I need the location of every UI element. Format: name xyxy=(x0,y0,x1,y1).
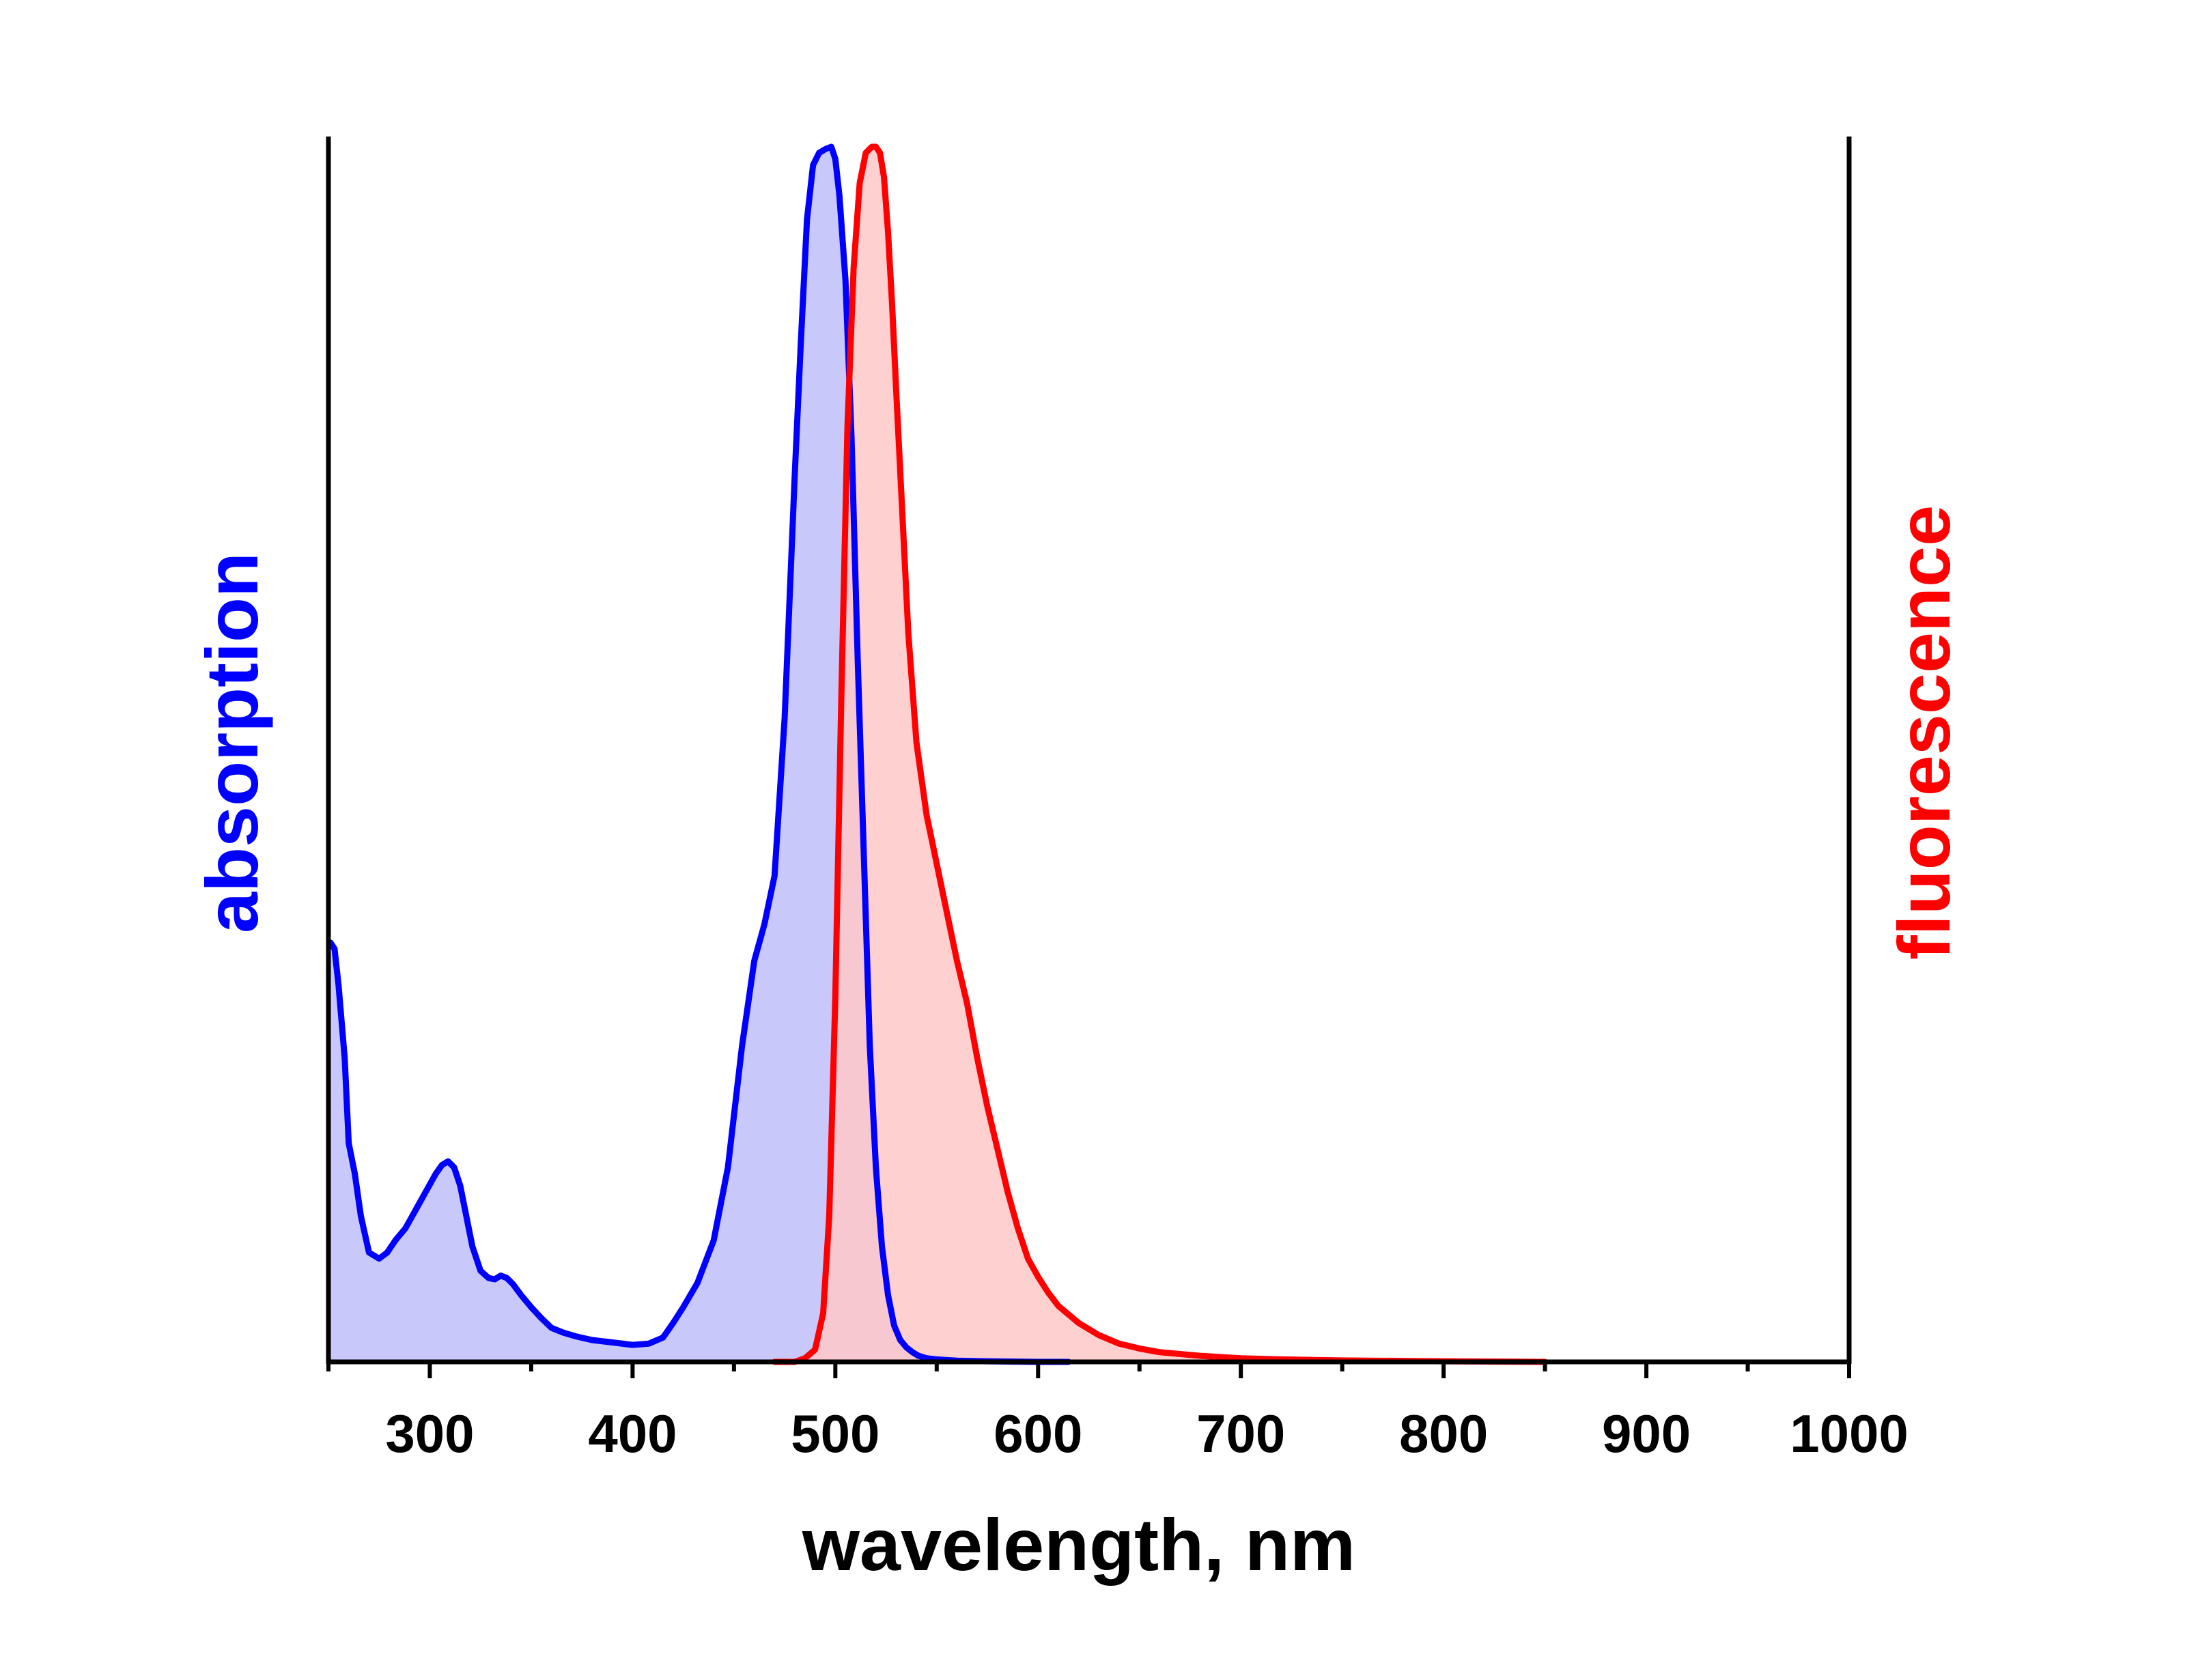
x-tick-label: 400 xyxy=(588,1404,677,1464)
plot-area: 300 400 500 600 700 800 900 1000 xyxy=(326,137,1909,1464)
x-tick-label: 300 xyxy=(385,1404,474,1464)
ticks-layer: 300 400 500 600 700 800 900 1000 xyxy=(326,1362,1909,1464)
x-tick-label: 700 xyxy=(1196,1404,1285,1464)
x-tick-label: 800 xyxy=(1399,1404,1488,1464)
x-axis-title: wavelength, nm xyxy=(802,1503,1355,1586)
fluorescence-fill xyxy=(774,147,1545,1362)
x-tick-label: 600 xyxy=(994,1404,1082,1464)
x-tick-label: 900 xyxy=(1602,1404,1691,1464)
x-tick-label: 1000 xyxy=(1790,1404,1909,1464)
y-axis-title-right: fluorescence xyxy=(1883,505,1965,960)
axes-layer xyxy=(326,137,1852,1365)
fluorescence-line xyxy=(771,143,1549,1365)
series-layer xyxy=(327,143,1549,1365)
x-tick-label: 500 xyxy=(791,1404,879,1464)
y-axis-title-left: absorption xyxy=(191,552,273,933)
absorption-fill xyxy=(330,147,1069,1362)
absorption-line xyxy=(327,143,1072,1365)
